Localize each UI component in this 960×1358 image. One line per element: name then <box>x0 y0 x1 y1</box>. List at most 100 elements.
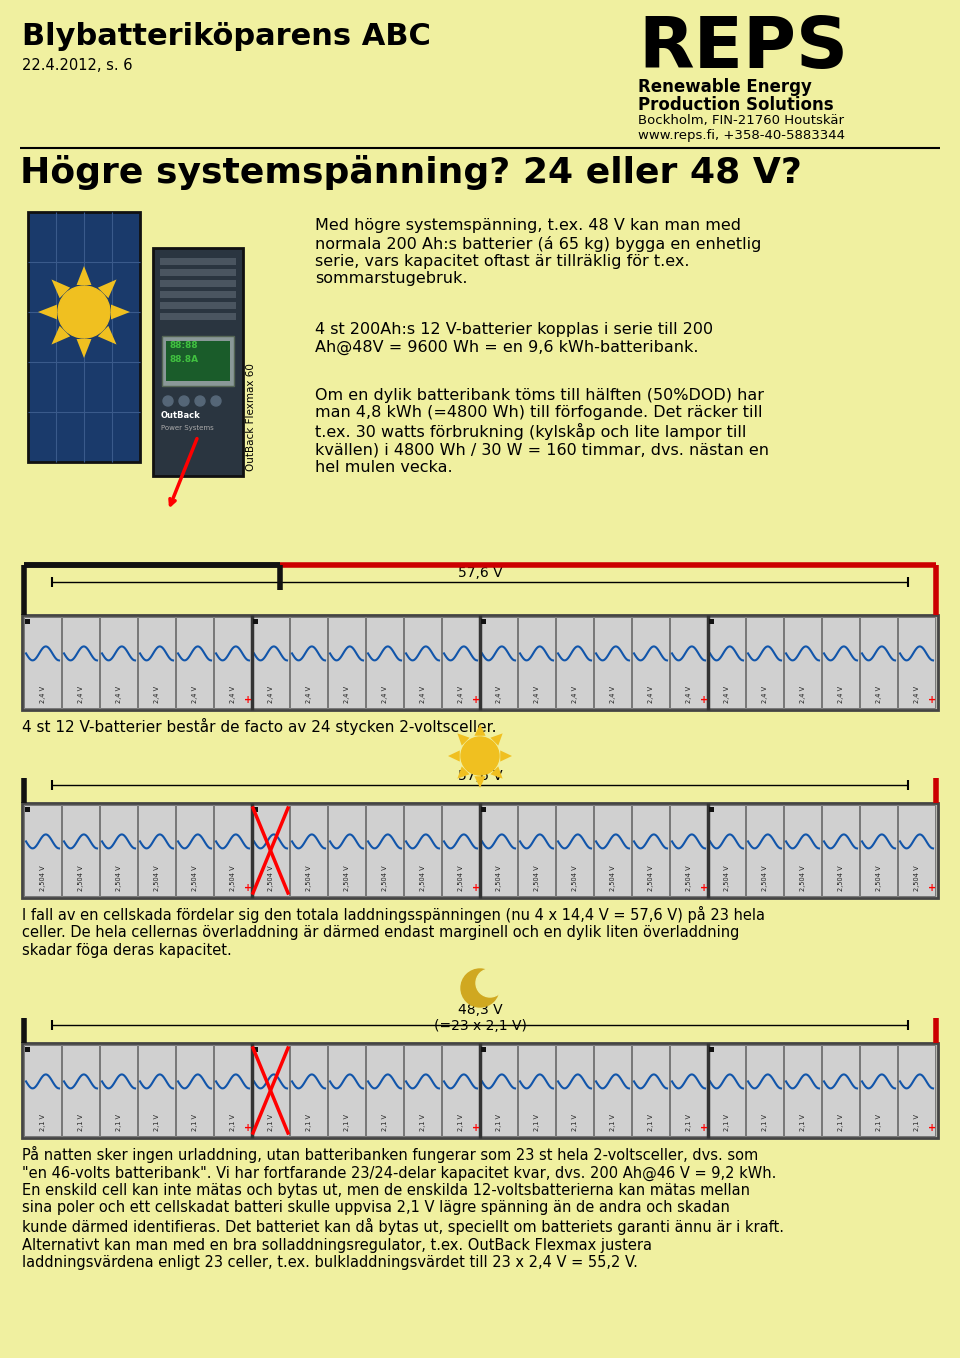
Bar <box>404 1046 441 1137</box>
Bar <box>784 617 821 708</box>
Bar <box>160 258 236 265</box>
Text: +: + <box>700 1123 708 1133</box>
Text: 2,1 V: 2,1 V <box>838 1114 844 1131</box>
Text: 57,6 V: 57,6 V <box>458 769 502 784</box>
Bar <box>252 805 289 896</box>
Text: 2,1 V: 2,1 V <box>914 1114 920 1131</box>
Bar <box>62 1046 99 1137</box>
Bar <box>290 805 327 896</box>
Text: +: + <box>244 1123 252 1133</box>
Polygon shape <box>77 340 91 359</box>
Bar <box>708 805 745 896</box>
Text: 2,1 V: 2,1 V <box>800 1114 806 1131</box>
Bar <box>594 1046 631 1137</box>
Text: 2,1 V: 2,1 V <box>78 1114 84 1131</box>
Bar <box>25 1047 30 1052</box>
Text: 2,1 V: 2,1 V <box>154 1114 160 1131</box>
Text: 2,4 V: 2,4 V <box>610 686 616 703</box>
Text: +: + <box>472 1123 480 1133</box>
Text: På natten sker ingen urladdning, utan batteribanken fungerar som 23 st hela 2-vo: På natten sker ingen urladdning, utan ba… <box>22 1146 784 1270</box>
Text: 2,4 V: 2,4 V <box>572 686 578 703</box>
Polygon shape <box>52 326 70 345</box>
Polygon shape <box>98 280 116 299</box>
Text: 2,504 V: 2,504 V <box>610 865 616 891</box>
Bar <box>25 807 30 812</box>
Bar <box>632 617 669 708</box>
Bar <box>481 1047 486 1052</box>
Text: 2,504 V: 2,504 V <box>78 865 84 891</box>
Polygon shape <box>457 766 469 778</box>
Bar <box>556 617 593 708</box>
Bar <box>22 803 938 898</box>
Text: I fall av en cellskada fördelar sig den totala laddningsspänningen (nu 4 x 14,4 : I fall av en cellskada fördelar sig den … <box>22 906 765 957</box>
Text: 2,504 V: 2,504 V <box>40 865 46 891</box>
Bar <box>746 805 783 896</box>
Polygon shape <box>457 733 469 746</box>
Bar <box>480 1046 517 1137</box>
Circle shape <box>58 287 110 338</box>
Text: 88.8A: 88.8A <box>169 354 198 364</box>
Text: Med högre systemspänning, t.ex. 48 V kan man med
normala 200 Ah:s batterier (á 6: Med högre systemspänning, t.ex. 48 V kan… <box>315 219 761 287</box>
Bar <box>670 805 707 896</box>
Text: 2,504 V: 2,504 V <box>306 865 312 891</box>
Text: +: + <box>472 883 480 894</box>
Bar <box>366 1046 403 1137</box>
Text: +: + <box>244 695 252 705</box>
Bar <box>214 1046 251 1137</box>
Text: 2,504 V: 2,504 V <box>116 865 122 891</box>
Text: 2,504 V: 2,504 V <box>800 865 806 891</box>
Text: 2,504 V: 2,504 V <box>876 865 882 891</box>
Bar <box>22 1043 938 1138</box>
Text: Högre systemspänning? 24 eller 48 V?: Högre systemspänning? 24 eller 48 V? <box>20 155 802 190</box>
Text: 2,4 V: 2,4 V <box>648 686 654 703</box>
Bar <box>784 1046 821 1137</box>
Bar <box>253 807 258 812</box>
Bar <box>594 617 631 708</box>
Text: 57,6 V: 57,6 V <box>458 566 502 580</box>
Bar <box>442 617 479 708</box>
Bar <box>328 617 365 708</box>
Bar <box>670 617 707 708</box>
Text: OutBack Flexmax 60: OutBack Flexmax 60 <box>246 363 256 471</box>
Text: 2,504 V: 2,504 V <box>914 865 920 891</box>
Bar <box>160 312 236 320</box>
Bar <box>214 617 251 708</box>
Text: 2,504 V: 2,504 V <box>686 865 692 891</box>
Bar <box>290 1046 327 1137</box>
Bar <box>24 617 61 708</box>
Polygon shape <box>77 266 91 285</box>
Text: 2,4 V: 2,4 V <box>420 686 426 703</box>
Text: 22.4.2012, s. 6: 22.4.2012, s. 6 <box>22 58 132 73</box>
Polygon shape <box>491 766 503 778</box>
Bar <box>594 805 631 896</box>
Bar <box>28 212 140 462</box>
Text: 2,504 V: 2,504 V <box>762 865 768 891</box>
Text: Power Systems: Power Systems <box>161 425 214 430</box>
Bar <box>822 805 859 896</box>
Polygon shape <box>38 304 57 319</box>
Text: 2,1 V: 2,1 V <box>344 1114 350 1131</box>
Text: 2,504 V: 2,504 V <box>458 865 464 891</box>
Circle shape <box>461 737 499 775</box>
Text: 2,504 V: 2,504 V <box>382 865 388 891</box>
Text: 2,1 V: 2,1 V <box>534 1114 540 1131</box>
Text: 2,4 V: 2,4 V <box>116 686 122 703</box>
Text: 48,3 V
(=23 x 2,1 V): 48,3 V (=23 x 2,1 V) <box>434 1002 526 1033</box>
Bar <box>709 807 714 812</box>
Bar <box>518 1046 555 1137</box>
Polygon shape <box>491 733 503 746</box>
Text: 2,4 V: 2,4 V <box>800 686 806 703</box>
Text: 2,1 V: 2,1 V <box>40 1114 46 1131</box>
Polygon shape <box>474 724 486 736</box>
Text: +: + <box>928 695 936 705</box>
Bar <box>328 805 365 896</box>
Text: 2,4 V: 2,4 V <box>192 686 198 703</box>
Bar <box>822 617 859 708</box>
Text: +: + <box>700 695 708 705</box>
Bar <box>708 617 745 708</box>
Text: 2,504 V: 2,504 V <box>496 865 502 891</box>
Bar <box>518 617 555 708</box>
Text: 2,4 V: 2,4 V <box>534 686 540 703</box>
Bar <box>480 805 517 896</box>
Bar <box>898 617 935 708</box>
